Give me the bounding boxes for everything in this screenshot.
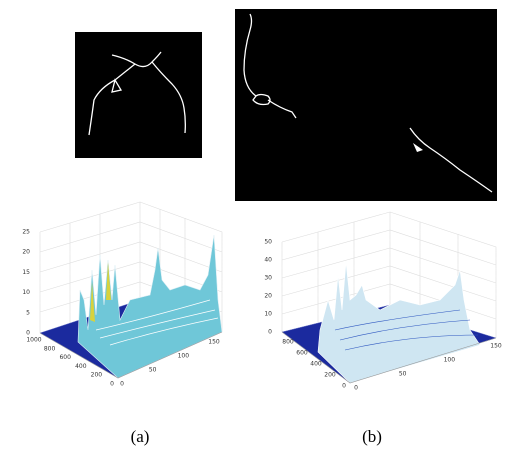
y-tick-label: 200 bbox=[324, 372, 336, 379]
y-tick-label: 200 bbox=[91, 372, 103, 379]
x-tick-label: 150 bbox=[490, 343, 502, 350]
z-tick-label: 50 bbox=[264, 239, 272, 246]
caption: (b) bbox=[362, 427, 382, 446]
y-tick-label: 800 bbox=[44, 345, 56, 352]
z-tick-label: 30 bbox=[264, 275, 272, 282]
z-tick-label: 0 bbox=[268, 329, 272, 336]
z-tick-label: 0 bbox=[26, 330, 30, 337]
skeleton-curves bbox=[88, 51, 186, 136]
x-tick-label: 100 bbox=[444, 357, 456, 364]
x-tick-label: 0 bbox=[120, 381, 124, 388]
surface-plot bbox=[39, 201, 223, 379]
y-tick-label: 1000 bbox=[26, 337, 41, 344]
x-tick-label: 50 bbox=[149, 367, 157, 374]
z-tick-label: 10 bbox=[264, 311, 272, 318]
caption: (a) bbox=[131, 427, 150, 446]
z-tick-label: 20 bbox=[264, 293, 272, 300]
binary-image bbox=[235, 9, 497, 201]
z-tick-label: 20 bbox=[22, 249, 30, 256]
y-tick-label: 600 bbox=[59, 354, 71, 361]
binary-image bbox=[75, 32, 202, 158]
z-tick-label: 40 bbox=[264, 257, 272, 264]
y-tick-label: 0 bbox=[342, 383, 346, 390]
x-tick-label: 100 bbox=[178, 353, 190, 360]
x-tick-label: 50 bbox=[399, 371, 407, 378]
surface-plot bbox=[281, 211, 497, 384]
z-tick-label: 15 bbox=[22, 269, 30, 276]
z-tick-label: 10 bbox=[22, 289, 30, 296]
z-tick-label: 5 bbox=[26, 309, 30, 316]
y-tick-label: 600 bbox=[296, 350, 308, 357]
y-tick-label: 800 bbox=[282, 339, 294, 346]
skeleton-curves bbox=[243, 13, 493, 193]
y-tick-label: 0 bbox=[110, 381, 114, 388]
x-tick-label: 150 bbox=[208, 339, 220, 346]
z-tick-label: 25 bbox=[22, 229, 30, 236]
x-tick-label: 0 bbox=[354, 385, 358, 392]
y-tick-label: 400 bbox=[310, 361, 322, 368]
y-tick-label: 400 bbox=[75, 363, 87, 370]
